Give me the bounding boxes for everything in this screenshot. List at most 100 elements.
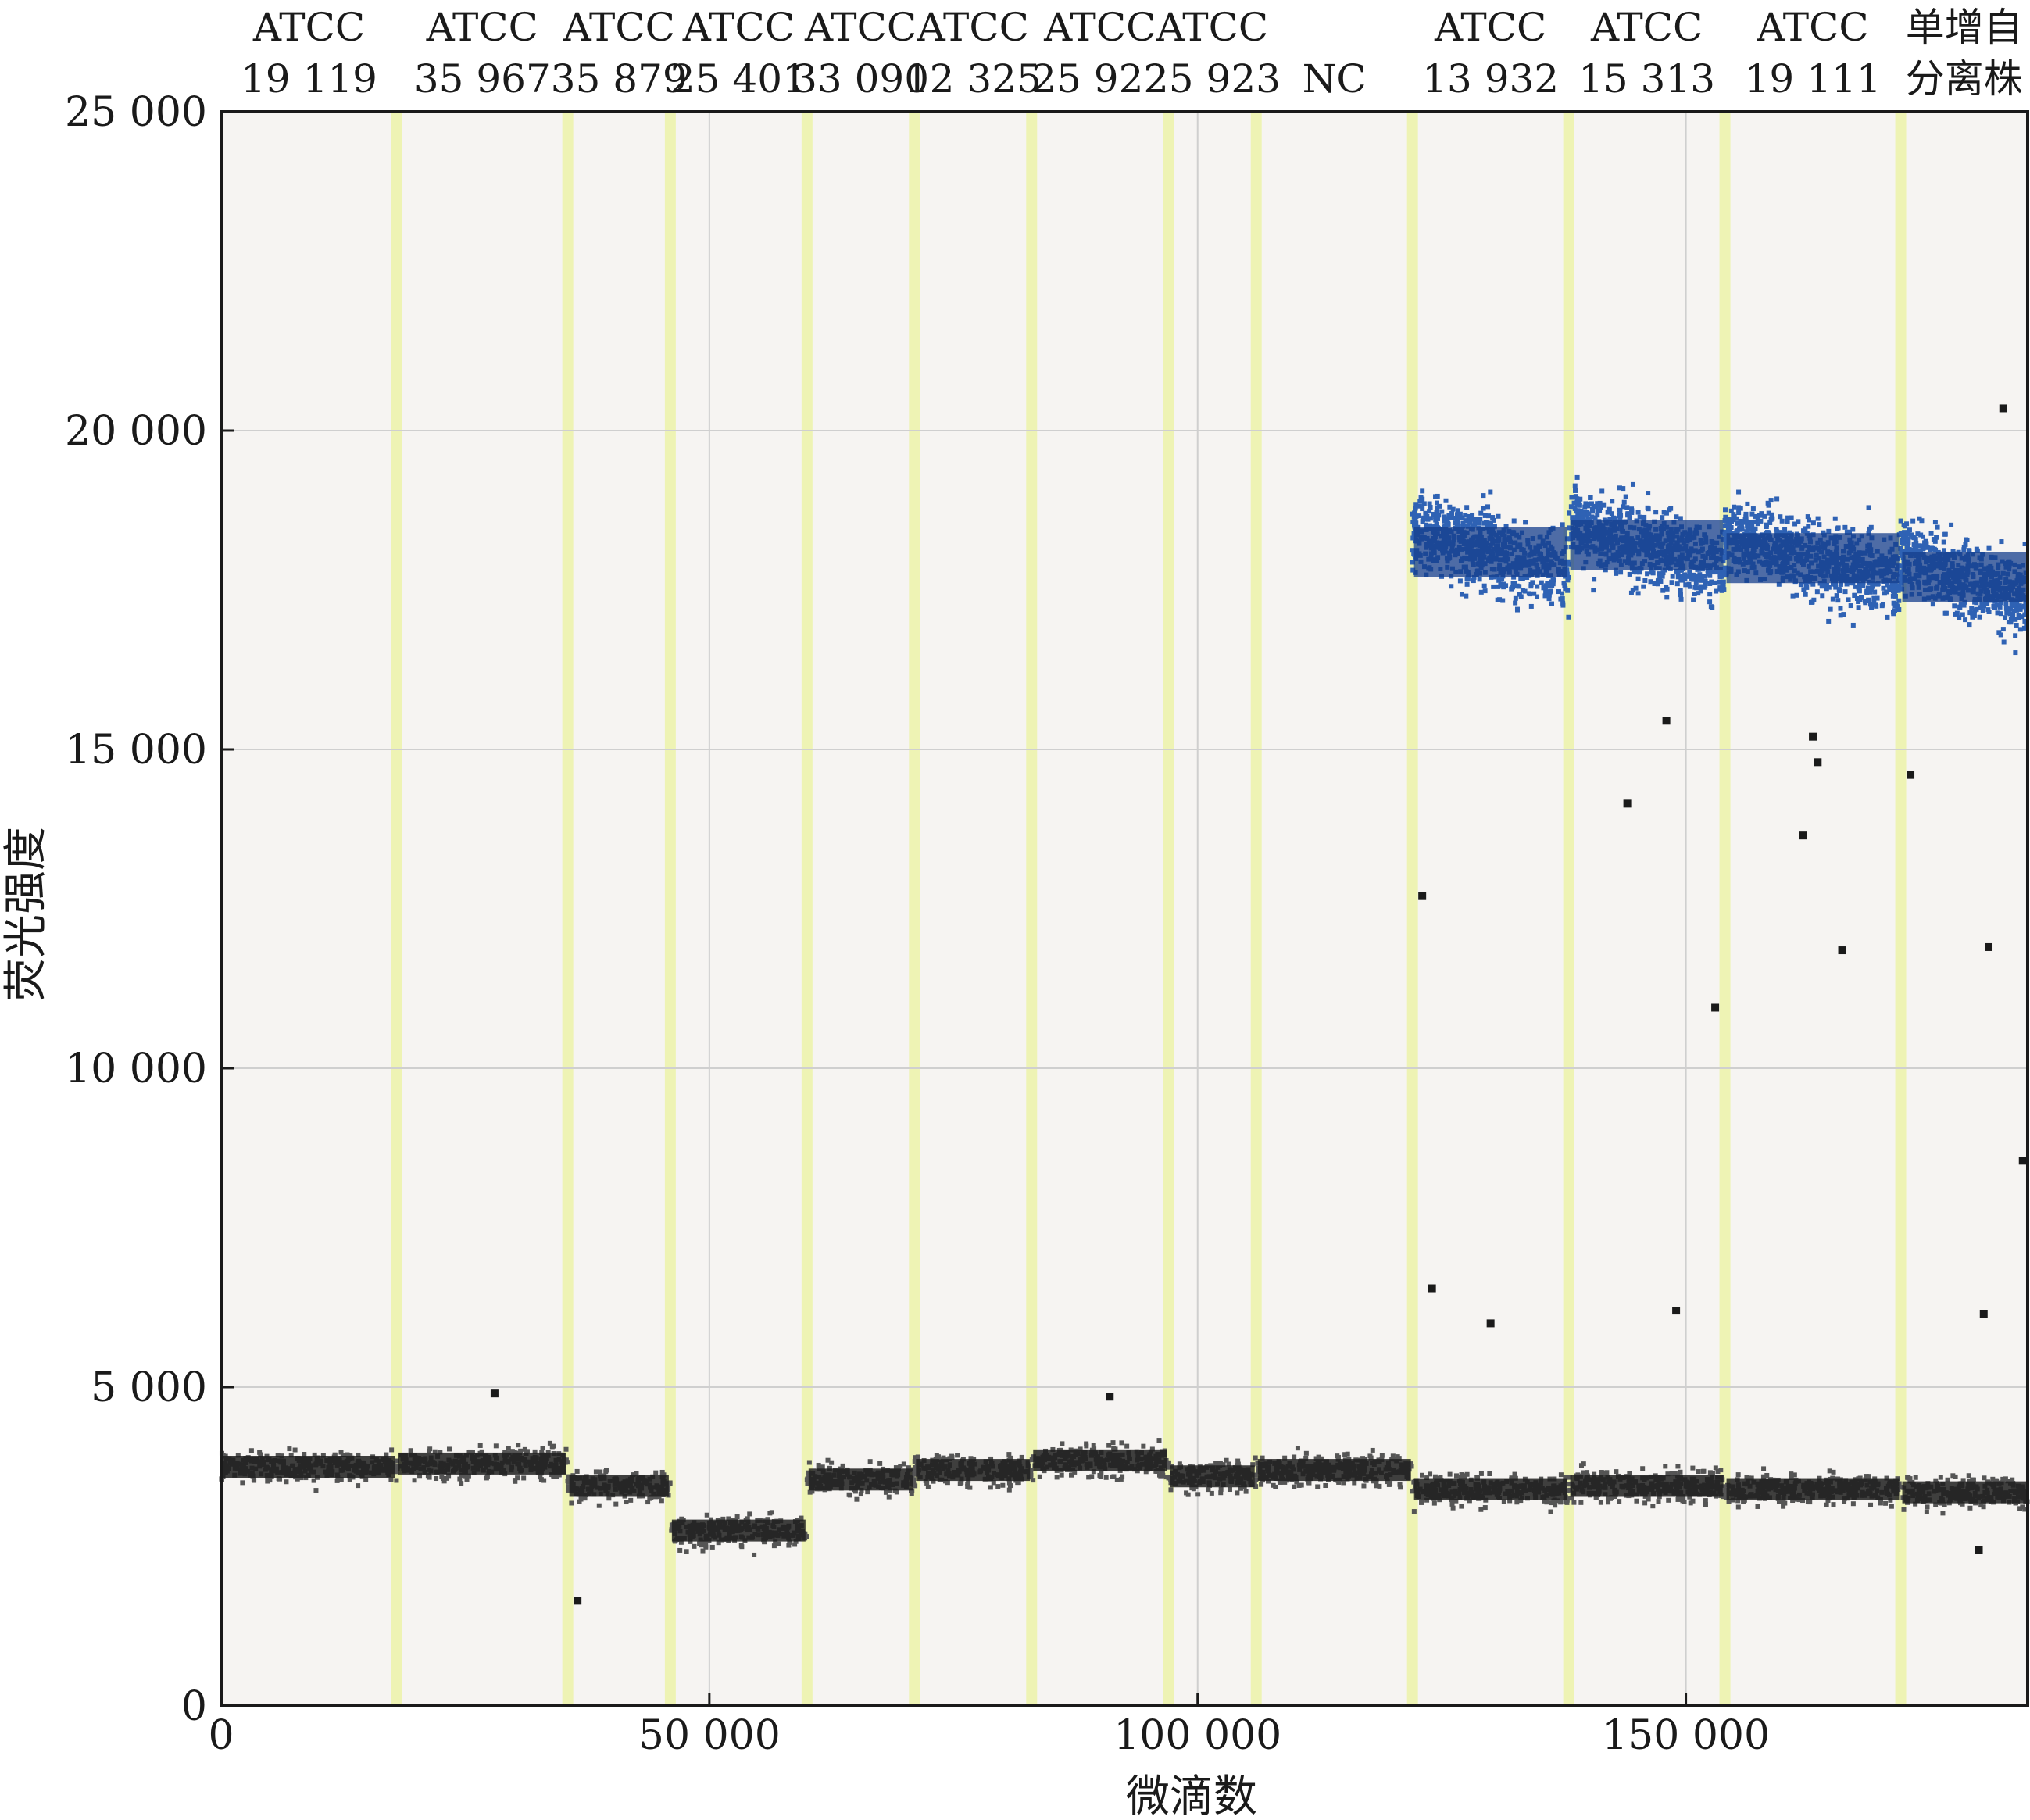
positive-droplet	[1420, 488, 1425, 494]
positive-droplet	[1491, 584, 1496, 589]
positive-droplet	[1413, 502, 1419, 508]
negative-droplet	[1420, 1472, 1425, 1478]
negative-droplet	[258, 1452, 263, 1457]
positive-droplet	[1520, 588, 1525, 593]
positive-droplet	[1496, 513, 1501, 519]
negative-droplet	[703, 1543, 709, 1548]
positive-droplet	[1617, 485, 1622, 491]
positive-droplet	[1642, 514, 1647, 520]
positive-droplet	[1896, 598, 1902, 603]
negative-droplet	[1060, 1441, 1065, 1446]
negative-droplet	[446, 1446, 452, 1452]
positive-droplet	[1464, 593, 1469, 599]
negative-droplet	[894, 1489, 899, 1495]
negative-droplet	[1598, 1500, 1603, 1505]
negative-droplet	[1209, 1490, 1214, 1496]
negative-droplet	[463, 1473, 468, 1479]
positive-droplet	[1764, 522, 1770, 527]
negative-droplet	[1367, 1453, 1373, 1459]
positive-droplet	[1478, 510, 1484, 516]
negative-droplet	[1054, 1475, 1060, 1480]
negative-droplet	[679, 1516, 684, 1521]
negative-droplet	[1317, 1456, 1323, 1461]
positive-droplet	[1417, 513, 1422, 519]
group-separator	[1250, 112, 1262, 1706]
negative-droplet	[427, 1446, 433, 1452]
negative-droplet	[521, 1475, 527, 1481]
negative-droplet	[653, 1470, 659, 1475]
positive-droplet	[1459, 592, 1464, 597]
negative-droplet	[1700, 1468, 1706, 1474]
positive-droplet	[1417, 499, 1423, 504]
negative-droplet	[566, 1484, 571, 1489]
negative-droplet	[734, 1514, 740, 1520]
positive-droplet	[1674, 581, 1680, 587]
negative-droplet	[1606, 1500, 1611, 1505]
negative-droplet	[1428, 1471, 1433, 1477]
group-separator	[1163, 112, 1174, 1706]
positive-droplet	[1573, 494, 1578, 499]
negative-droplet	[547, 1440, 552, 1446]
positive-droplet	[1574, 502, 1580, 507]
negative-droplet	[1478, 1507, 1484, 1512]
negative-droplet	[566, 1487, 571, 1493]
positive-droplet	[1844, 581, 1850, 587]
positive-droplet	[1728, 508, 1734, 513]
negative-droplet	[1883, 1500, 1889, 1506]
positive-droplet	[1503, 524, 1509, 529]
negative-droplet	[1464, 1471, 1470, 1477]
negative-droplet	[1792, 1472, 1797, 1478]
negative-droplet	[1006, 1452, 1012, 1457]
negative-droplet	[444, 1475, 449, 1481]
positive-droplet	[1509, 586, 1514, 592]
negative-droplet	[825, 1457, 831, 1463]
positive-droplet	[1610, 499, 1615, 504]
positive-droplet	[1476, 518, 1481, 524]
positive-droplet	[1693, 581, 1699, 586]
negative-droplet	[1831, 1469, 1836, 1475]
negative-droplet	[809, 1489, 815, 1494]
positive-droplet	[1471, 578, 1476, 584]
positive-droplet	[1531, 591, 1537, 596]
positive-droplet	[1510, 581, 1516, 586]
positive-droplet	[1595, 501, 1600, 506]
negative-droplet	[1713, 1465, 1718, 1471]
positive-droplet	[1518, 575, 1524, 581]
positive-droplet	[1572, 488, 1578, 493]
negative-droplet	[1410, 1489, 1415, 1494]
negative-droplet	[1507, 1498, 1513, 1504]
positive-droplet	[1712, 580, 1717, 585]
positive-droplet	[1722, 565, 1728, 570]
positive-droplet	[1421, 515, 1427, 520]
negative-droplet	[1640, 1466, 1646, 1471]
negative-droplet	[991, 1480, 996, 1486]
group-separator	[801, 112, 813, 1706]
negative-droplet	[1518, 1498, 1524, 1504]
group-separator	[664, 112, 676, 1706]
negative-droplet	[338, 1477, 344, 1482]
negative-droplet	[886, 1494, 892, 1500]
negative-droplet	[1235, 1463, 1240, 1468]
positive-droplet	[1774, 496, 1780, 502]
negative-droplet	[457, 1476, 463, 1482]
negative-droplet	[1292, 1454, 1297, 1460]
positive-droplet	[1678, 592, 1683, 598]
negative-droplet	[631, 1472, 636, 1478]
negative-droplet	[1735, 1504, 1741, 1510]
positive-droplet	[1641, 584, 1646, 589]
negative-droplet	[332, 1453, 338, 1458]
negative-droplet	[1031, 1478, 1036, 1483]
positive-droplet	[1411, 523, 1417, 528]
positive-droplet	[1470, 512, 1475, 517]
negative-droplet	[1156, 1472, 1162, 1478]
negative-droplet	[1749, 1475, 1754, 1481]
positive-droplet	[1628, 590, 1634, 595]
positive-droplet	[1454, 523, 1460, 528]
negative-droplet	[538, 1475, 543, 1480]
negative-droplet	[408, 1448, 413, 1453]
negative-droplet	[817, 1466, 822, 1471]
negative-droplet	[1656, 1499, 1661, 1504]
positive-droplet	[1658, 578, 1664, 584]
negative-droplet	[1889, 1504, 1894, 1509]
positive-droplet	[1481, 583, 1487, 588]
